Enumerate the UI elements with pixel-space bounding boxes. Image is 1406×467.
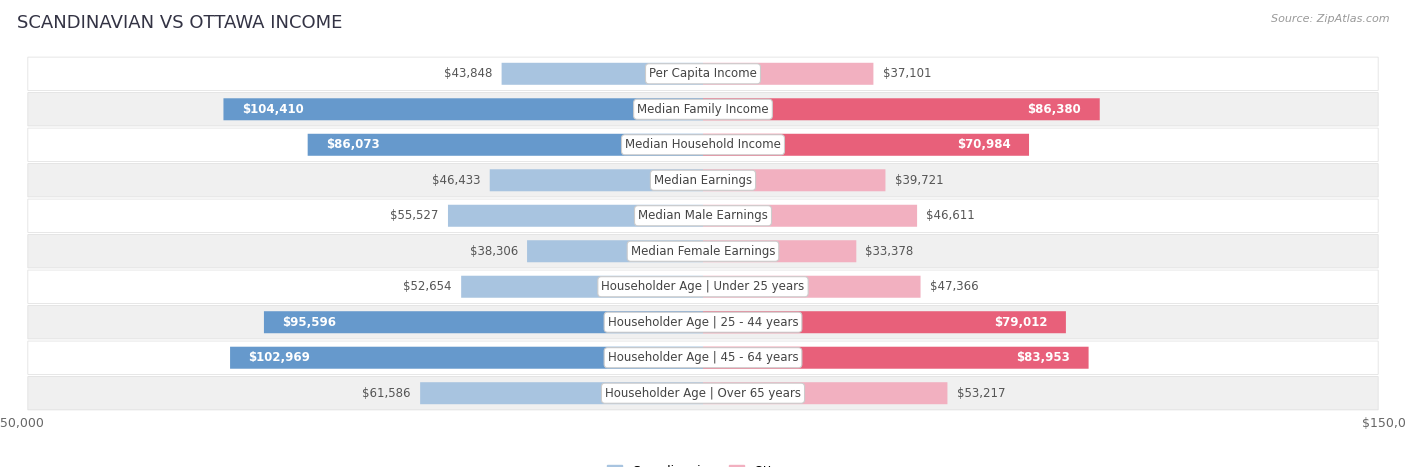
FancyBboxPatch shape (28, 92, 1378, 126)
FancyBboxPatch shape (703, 311, 1066, 333)
Text: SCANDINAVIAN VS OTTAWA INCOME: SCANDINAVIAN VS OTTAWA INCOME (17, 14, 342, 32)
FancyBboxPatch shape (703, 347, 1088, 369)
FancyBboxPatch shape (461, 276, 703, 298)
Text: $102,969: $102,969 (249, 351, 311, 364)
Text: Householder Age | Over 65 years: Householder Age | Over 65 years (605, 387, 801, 400)
Text: $104,410: $104,410 (242, 103, 304, 116)
FancyBboxPatch shape (703, 169, 886, 191)
Text: $33,378: $33,378 (866, 245, 914, 258)
Text: $86,073: $86,073 (326, 138, 380, 151)
Text: Householder Age | 45 - 64 years: Householder Age | 45 - 64 years (607, 351, 799, 364)
FancyBboxPatch shape (28, 341, 1378, 375)
FancyBboxPatch shape (28, 376, 1378, 410)
FancyBboxPatch shape (28, 163, 1378, 197)
Text: $95,596: $95,596 (283, 316, 336, 329)
FancyBboxPatch shape (224, 98, 703, 120)
FancyBboxPatch shape (28, 57, 1378, 91)
FancyBboxPatch shape (703, 63, 873, 85)
Text: Median Family Income: Median Family Income (637, 103, 769, 116)
FancyBboxPatch shape (703, 382, 948, 404)
FancyBboxPatch shape (420, 382, 703, 404)
Text: $52,654: $52,654 (404, 280, 451, 293)
FancyBboxPatch shape (28, 128, 1378, 162)
Text: Median Household Income: Median Household Income (626, 138, 780, 151)
FancyBboxPatch shape (527, 240, 703, 262)
FancyBboxPatch shape (28, 305, 1378, 339)
Text: $37,101: $37,101 (883, 67, 931, 80)
Text: $86,380: $86,380 (1028, 103, 1081, 116)
Text: Householder Age | Under 25 years: Householder Age | Under 25 years (602, 280, 804, 293)
Text: $46,433: $46,433 (432, 174, 481, 187)
Legend: Scandinavian, Ottawa: Scandinavian, Ottawa (602, 460, 804, 467)
Text: $53,217: $53,217 (956, 387, 1005, 400)
Text: Source: ZipAtlas.com: Source: ZipAtlas.com (1271, 14, 1389, 24)
Text: $70,984: $70,984 (957, 138, 1011, 151)
Text: $83,953: $83,953 (1017, 351, 1070, 364)
FancyBboxPatch shape (231, 347, 703, 369)
Text: $55,527: $55,527 (391, 209, 439, 222)
Text: $61,586: $61,586 (363, 387, 411, 400)
FancyBboxPatch shape (308, 134, 703, 156)
Text: $38,306: $38,306 (470, 245, 517, 258)
Text: Householder Age | 25 - 44 years: Householder Age | 25 - 44 years (607, 316, 799, 329)
FancyBboxPatch shape (28, 199, 1378, 233)
FancyBboxPatch shape (703, 98, 1099, 120)
Text: Median Earnings: Median Earnings (654, 174, 752, 187)
FancyBboxPatch shape (489, 169, 703, 191)
Text: Median Female Earnings: Median Female Earnings (631, 245, 775, 258)
Text: Median Male Earnings: Median Male Earnings (638, 209, 768, 222)
FancyBboxPatch shape (264, 311, 703, 333)
Text: $43,848: $43,848 (444, 67, 492, 80)
FancyBboxPatch shape (502, 63, 703, 85)
Text: $47,366: $47,366 (929, 280, 979, 293)
FancyBboxPatch shape (28, 270, 1378, 304)
FancyBboxPatch shape (703, 205, 917, 227)
Text: Per Capita Income: Per Capita Income (650, 67, 756, 80)
Text: $39,721: $39,721 (894, 174, 943, 187)
FancyBboxPatch shape (703, 240, 856, 262)
FancyBboxPatch shape (28, 234, 1378, 268)
FancyBboxPatch shape (703, 134, 1029, 156)
FancyBboxPatch shape (449, 205, 703, 227)
FancyBboxPatch shape (703, 276, 921, 298)
Text: $79,012: $79,012 (994, 316, 1047, 329)
Text: $46,611: $46,611 (927, 209, 974, 222)
